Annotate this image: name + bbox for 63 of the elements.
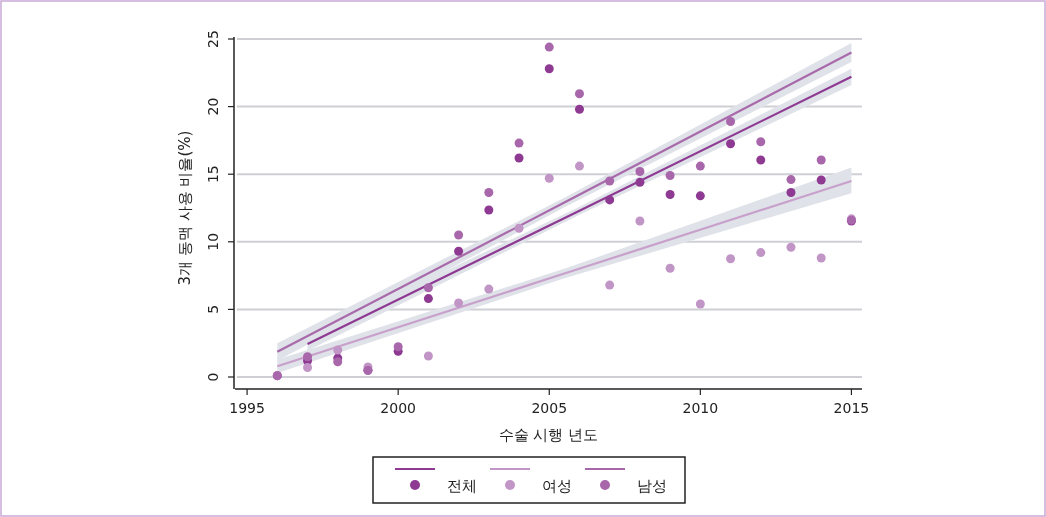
x-tick-label: 2015 bbox=[833, 400, 870, 416]
point bbox=[786, 242, 796, 252]
y-tick-label: 10 bbox=[205, 232, 221, 251]
point bbox=[756, 137, 766, 147]
point bbox=[726, 116, 736, 126]
point bbox=[605, 195, 615, 205]
legend-label: 전체 bbox=[447, 477, 477, 495]
point bbox=[574, 89, 584, 99]
point bbox=[635, 167, 645, 176]
y-tick-label: 5 bbox=[205, 304, 221, 314]
point bbox=[303, 363, 313, 373]
x-axis-title: 수술 시행 년도 bbox=[498, 426, 599, 444]
point bbox=[756, 248, 766, 258]
point bbox=[454, 246, 464, 256]
point bbox=[574, 104, 584, 114]
point bbox=[635, 216, 645, 226]
legend-label: 여성 bbox=[542, 477, 572, 495]
point bbox=[816, 253, 826, 263]
point bbox=[514, 153, 524, 163]
point bbox=[454, 298, 464, 308]
point bbox=[605, 176, 615, 186]
point bbox=[514, 223, 524, 233]
point bbox=[333, 357, 343, 367]
point bbox=[786, 175, 796, 185]
y-tick-label: 20 bbox=[205, 97, 221, 116]
point bbox=[484, 205, 494, 215]
point bbox=[816, 155, 826, 165]
point bbox=[756, 155, 766, 165]
point bbox=[605, 280, 615, 290]
point bbox=[544, 173, 554, 183]
point bbox=[423, 294, 433, 304]
point bbox=[665, 171, 675, 181]
point bbox=[454, 230, 464, 240]
point bbox=[726, 254, 736, 264]
y-tick-label: 25 bbox=[205, 30, 221, 48]
point bbox=[635, 177, 645, 187]
point bbox=[423, 351, 433, 361]
point bbox=[514, 138, 524, 148]
point bbox=[303, 352, 313, 362]
point bbox=[695, 299, 705, 309]
y-tick-label: 15 bbox=[205, 165, 221, 184]
point bbox=[544, 64, 554, 74]
point bbox=[544, 42, 554, 52]
legend-label: 남성 bbox=[637, 477, 667, 495]
y-tick-label: 0 bbox=[205, 372, 221, 382]
x-tick-label: 2005 bbox=[531, 400, 568, 416]
point bbox=[333, 345, 343, 355]
point bbox=[484, 187, 494, 197]
point bbox=[665, 263, 675, 273]
point bbox=[423, 283, 433, 293]
point bbox=[574, 161, 584, 171]
x-tick-label: 1995 bbox=[229, 400, 265, 416]
point bbox=[484, 284, 494, 294]
point bbox=[816, 175, 826, 185]
x-tick-label: 2000 bbox=[380, 400, 416, 416]
point bbox=[786, 187, 796, 197]
point bbox=[665, 189, 675, 199]
point bbox=[393, 342, 403, 352]
y-axis-title: 3개 동맥 사용 비율(%) bbox=[176, 130, 194, 286]
point bbox=[695, 191, 705, 201]
x-tick-label: 2010 bbox=[682, 400, 719, 416]
point bbox=[695, 161, 705, 171]
point bbox=[726, 139, 736, 149]
